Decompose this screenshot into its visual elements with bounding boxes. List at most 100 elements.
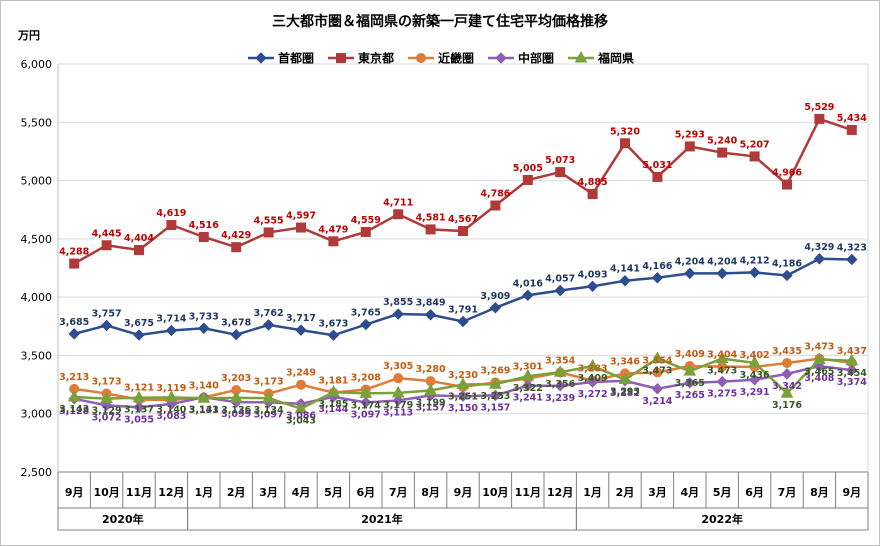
data-point xyxy=(651,351,664,364)
data-point xyxy=(457,315,469,328)
data-point xyxy=(618,372,632,385)
data-label: 3,435 xyxy=(772,346,802,357)
data-label: 3,128 xyxy=(59,406,89,417)
data-label: 3,083 xyxy=(156,411,186,422)
data-point xyxy=(133,329,145,341)
data-point xyxy=(165,390,178,402)
x-tick-label: 10月 xyxy=(482,486,508,499)
x-tick-label: 4月 xyxy=(292,486,311,499)
data-point xyxy=(295,324,307,336)
data-label: 4,323 xyxy=(837,242,867,253)
data-label: 4,329 xyxy=(804,242,834,253)
data-label: 3,157 xyxy=(416,402,446,413)
data-label: 4,429 xyxy=(221,230,251,241)
y-axis-unit: 万円 xyxy=(17,29,40,42)
data-point xyxy=(416,53,426,63)
data-label: 4,093 xyxy=(578,269,608,280)
data-point xyxy=(457,390,469,402)
data-point xyxy=(845,353,859,366)
data-label: 3,714 xyxy=(156,313,186,324)
data-label: 3,354 xyxy=(545,355,575,366)
data-label: 5,031 xyxy=(642,160,672,171)
data-point xyxy=(360,226,371,237)
data-label: 5,434 xyxy=(837,113,867,124)
data-point xyxy=(229,390,243,403)
y-axis: 2,500 3,000 3,500 4,000 4,500 5,000 5,500 6,000 xyxy=(21,58,53,479)
data-point xyxy=(231,242,242,253)
data-point xyxy=(813,253,826,265)
data-point xyxy=(781,269,793,282)
data-label: 4,204 xyxy=(675,256,705,267)
data-point xyxy=(198,322,210,334)
legend-label: 中部圏 xyxy=(518,51,554,66)
y-tick-label: 5,500 xyxy=(21,116,53,129)
data-label: 4,404 xyxy=(124,233,154,244)
x-tick-label: 12月 xyxy=(547,486,573,499)
data-label: 3,097 xyxy=(254,409,284,420)
data-label: 3,141 xyxy=(189,404,219,415)
data-point xyxy=(327,385,340,397)
data-label: 3,249 xyxy=(286,368,316,379)
data-label: 5,073 xyxy=(545,155,575,166)
x-tick-label: 8月 xyxy=(421,486,440,499)
legend-item: 福岡県 xyxy=(568,51,634,66)
data-label: 3,717 xyxy=(286,313,316,324)
data-point xyxy=(619,274,631,287)
data-label: 5,320 xyxy=(610,126,640,137)
data-label: 3,436 xyxy=(740,370,770,381)
legend-item: 東京都 xyxy=(328,51,394,66)
data-point xyxy=(456,377,470,389)
data-label: 3,356 xyxy=(545,379,575,390)
data-label: 3,055 xyxy=(124,414,154,425)
data-label: 3,086 xyxy=(286,411,316,422)
legend-item: 中部圏 xyxy=(488,51,554,66)
data-point xyxy=(165,324,178,337)
legend-label: 首都圏 xyxy=(278,51,314,66)
data-point xyxy=(197,391,211,403)
data-point xyxy=(360,318,372,331)
data-label: 3,408 xyxy=(804,373,834,384)
data-point xyxy=(749,151,760,162)
data-label: 4,288 xyxy=(59,247,89,258)
data-label: 3,293 xyxy=(610,387,640,398)
data-point xyxy=(554,284,566,297)
x-tick-label: 3月 xyxy=(648,486,667,499)
data-point xyxy=(651,383,664,395)
data-point xyxy=(620,138,630,149)
x-tick-label: 6月 xyxy=(356,486,375,499)
data-point xyxy=(391,385,405,398)
data-label: 3,791 xyxy=(448,305,478,316)
x-tick-label: 1月 xyxy=(194,486,213,499)
data-label: 4,186 xyxy=(772,258,802,269)
data-point xyxy=(166,219,177,230)
data-point xyxy=(100,391,113,404)
data-point xyxy=(495,52,507,64)
data-label: 3,150 xyxy=(448,403,478,414)
data-point xyxy=(296,379,306,390)
data-label: 3,097 xyxy=(351,409,381,420)
data-label: 4,581 xyxy=(416,212,446,223)
data-label: 3,144 xyxy=(318,404,348,415)
data-label: 3,673 xyxy=(318,318,348,329)
data-point xyxy=(846,253,858,266)
y-tick-label: 3,500 xyxy=(21,349,53,362)
data-label: 3,473 xyxy=(707,366,737,377)
y-tick-label: 5,000 xyxy=(21,175,53,188)
data-label: 3,173 xyxy=(254,377,284,388)
data-label: 3,365 xyxy=(675,378,705,389)
data-point xyxy=(748,266,761,279)
data-label: 3,185 xyxy=(318,399,348,410)
data-point xyxy=(489,377,502,389)
data-point xyxy=(296,222,306,233)
x-tick-label: 10月 xyxy=(93,486,119,499)
data-label: 5,240 xyxy=(707,136,737,147)
data-label: 3,129 xyxy=(92,406,122,417)
data-label: 3,241 xyxy=(513,393,543,404)
data-label: 3,143 xyxy=(59,404,89,415)
data-label: 3,275 xyxy=(707,389,737,400)
data-point xyxy=(522,289,534,301)
data-point xyxy=(255,52,267,64)
data-label: 3,685 xyxy=(59,317,89,328)
